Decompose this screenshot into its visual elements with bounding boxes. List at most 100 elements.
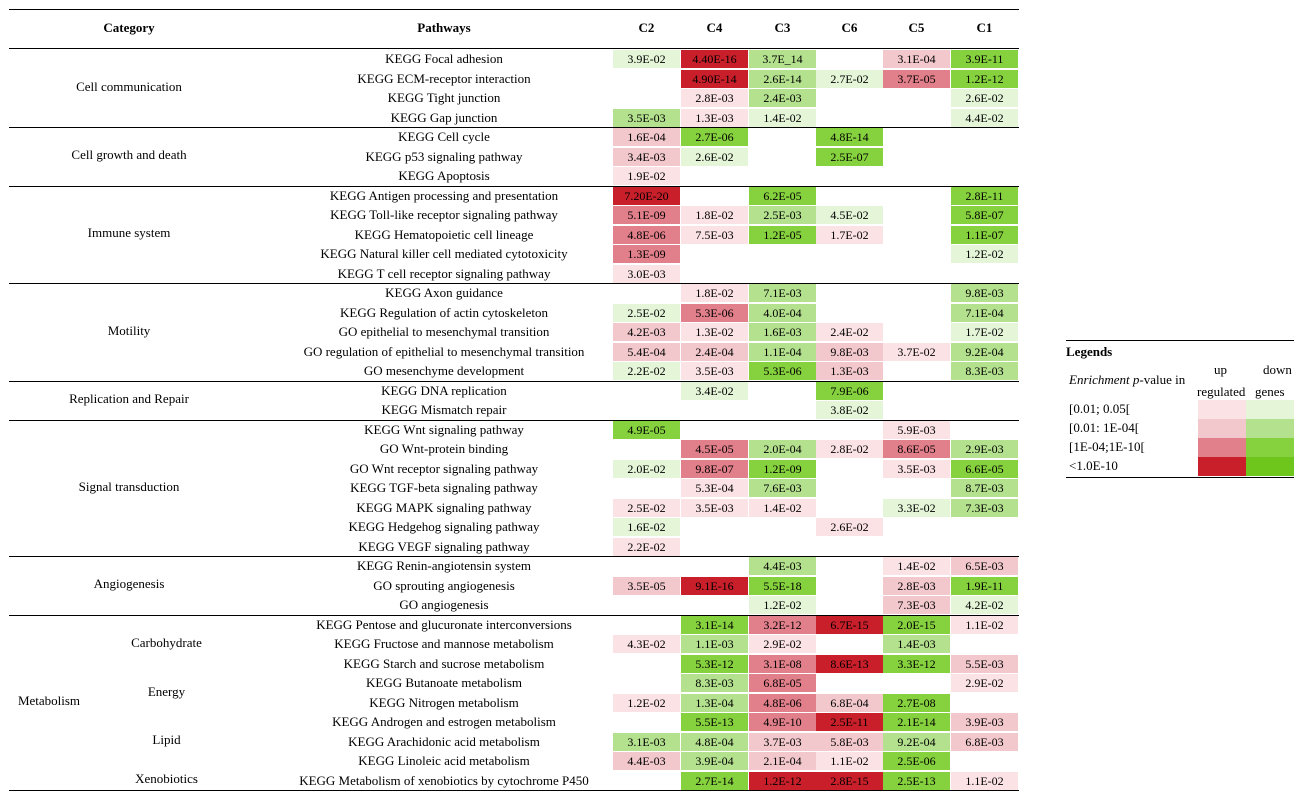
pvalue-cell: 4.5E-05	[681, 440, 748, 458]
pvalue-cell: 7.3E-03	[883, 596, 950, 614]
pvalue-cell: 1.6E-03	[749, 323, 816, 341]
pvalue-cell: 1.1E-03	[681, 635, 748, 653]
pvalue-cell: 1.4E-02	[883, 557, 950, 575]
category-label: Cell growth and death	[71, 147, 187, 163]
pvalue-cell: 1.4E-02	[749, 108, 816, 127]
pathway-label: KEGG ECM-receptor interaction	[357, 70, 531, 86]
table-row: KEGG Mismatch repair 3.8E-02	[9, 400, 1019, 420]
pvalue-cell: 6.8E-03	[951, 732, 1018, 751]
pvalue-cell: 7.9E-06	[816, 381, 883, 400]
pathway-label: KEGG Regulation of actin cytoskeleton	[340, 304, 548, 320]
pvalue-cell: 4.0E-04	[749, 303, 816, 322]
pvalue-cell: 8.6E-05	[883, 440, 950, 458]
pathway-label: KEGG VEGF signaling pathway	[358, 538, 530, 554]
pvalue-cell: 9.8E-03	[816, 342, 883, 361]
pvalue-cell: 1.4E-02	[749, 498, 816, 517]
table-row: KEGG Natural killer cell mediated cytoto…	[9, 244, 1019, 264]
legend-swatch-down	[1246, 419, 1294, 438]
table-row: KEGG Hematopoietic cell lineage 4.8E-06 7.…	[9, 225, 1019, 245]
pvalue-cell: 2.6E-02	[951, 89, 1018, 107]
pvalue-cell: 4.8E-06	[749, 693, 816, 712]
pvalue-cell: 2.6E-02	[681, 147, 748, 166]
table-top-rule	[9, 9, 1019, 10]
table-row: GO mesenchyme development 2.2E-02 3.5E-03 5…	[9, 361, 1019, 381]
legend-genes-label: genes	[1255, 384, 1285, 399]
legend-title: Legends	[1066, 344, 1113, 359]
pvalue-cell: 3.7E-05	[883, 69, 950, 88]
pvalue-cell: 1.9E-02	[613, 167, 680, 185]
pvalue-cell: 1.1E-02	[816, 752, 883, 770]
pvalue-cell: 3.1E-04	[883, 50, 950, 68]
pvalue-cell: 2.4E-03	[749, 89, 816, 107]
pvalue-cell: 6.2E-05	[749, 186, 816, 205]
table-row: KEGG Tight junction 2.8E-03 2.4E-03 2.6E-02	[9, 88, 1019, 108]
pvalue-cell: 4.9E-05	[613, 420, 680, 439]
pvalue-cell: 3.3E-02	[883, 498, 950, 517]
table-row: KEGG Renin-angiotensin system 4.4E-03 1.4E…	[9, 556, 1019, 576]
pvalue-cell: 4.4E-03	[749, 557, 816, 575]
pvalue-cell: 4.8E-14	[816, 128, 883, 146]
pvalue-cell: 1.3E-03	[816, 362, 883, 380]
table-row: KEGG Starch and sucrose metabolism 5.3E-1…	[9, 654, 1019, 674]
legend-range-label: <1.0E-10	[1069, 458, 1118, 473]
table-row: KEGG T cell receptor signaling pathway 3.…	[9, 264, 1019, 284]
pvalue-cell: 7.20E-20	[613, 186, 680, 205]
pvalue-cell: 2.6E-02	[816, 518, 883, 536]
table-row: GO regulation of epithelial to mesenchym…	[9, 342, 1019, 362]
category-rule	[9, 556, 1019, 557]
pvalue-cell: 2.5E-06	[883, 752, 950, 770]
pvalue-cell: 2.2E-02	[613, 362, 680, 380]
pathway-label: KEGG Apoptosis	[398, 168, 490, 183]
pvalue-cell: 9.2E-04	[951, 342, 1018, 361]
pvalue-cell: 3.7E-02	[883, 342, 950, 361]
pvalue-cell: 2.8E-15	[816, 771, 883, 790]
table-row: KEGG Toll-like receptor signaling pathwa…	[9, 205, 1019, 225]
pvalue-cell: 6.5E-03	[951, 557, 1018, 575]
pvalue-cell: 3.9E-04	[681, 752, 748, 770]
pvalue-cell: 2.2E-02	[613, 537, 680, 556]
pathway-label: KEGG Butanoate metabolism	[366, 675, 522, 690]
pvalue-cell: 2.5E-13	[883, 771, 950, 790]
pvalue-cell: 4.2E-02	[951, 596, 1018, 614]
pvalue-cell: 2.7E-06	[681, 128, 748, 146]
subcategory-label: Xenobiotics	[135, 771, 198, 787]
pathway-label: GO Wnt receptor signaling pathway	[349, 460, 539, 476]
pathway-label: KEGG Gap junction	[390, 109, 498, 125]
pvalue-cell: 8.3E-03	[951, 362, 1018, 380]
category-label: Cell communication	[76, 79, 182, 94]
pathway-label: KEGG Tight junction	[387, 90, 501, 105]
pvalue-cell: 3.7E-03	[749, 732, 816, 751]
pvalue-cell: 1.4E-03	[883, 635, 950, 653]
pathway-label: KEGG Antigen processing and presentation	[329, 187, 559, 203]
legend-up-label: up	[1214, 362, 1227, 377]
category-rule	[9, 380, 1019, 382]
pvalue-cell: 7.1E-04	[951, 303, 1018, 322]
category-label: Motility	[107, 322, 151, 338]
pvalue-cell: 5.9E-03	[883, 420, 950, 439]
pvalue-cell: 1.8E-02	[681, 284, 748, 302]
pvalue-cell: 1.3E-04	[681, 693, 748, 712]
pvalue-cell: 1.3E-03	[681, 108, 748, 127]
pathway-label: KEGG p53 signaling pathway	[365, 148, 523, 164]
pathway-label: KEGG Wnt signaling pathway	[364, 421, 524, 437]
category-label: Signal transduction	[78, 478, 180, 494]
table-row: KEGG DNA replication 3.4E-02 7.9E-06	[9, 381, 1019, 401]
pvalue-cell: 5.4E-04	[613, 342, 680, 361]
pvalue-cell: 2.8E-11	[951, 186, 1018, 205]
pvalue-cell: 6.6E-05	[951, 459, 1018, 478]
pvalue-cell: 5.5E-03	[951, 654, 1018, 673]
pvalue-cell: 1.6E-04	[613, 128, 680, 146]
header-c3: C3	[774, 20, 791, 35]
subcategory-label: Energy	[147, 683, 186, 699]
table-row: KEGG ECM-receptor interaction 4.90E-14 2.6…	[9, 69, 1019, 89]
pvalue-cell: 2.7E-08	[883, 693, 950, 712]
pvalue-cell: 4.9E-10	[749, 713, 816, 731]
pvalue-cell: 3.5E-03	[883, 459, 950, 478]
header-pathways: Pathways	[417, 20, 471, 35]
pvalue-cell: 9.1E-16	[681, 576, 748, 595]
pathway-label: GO epithelial to mesenchymal transition	[338, 324, 550, 339]
pvalue-cell: 6.7E-15	[816, 615, 883, 634]
table-row: KEGG Wnt signaling pathway 4.9E-05 5.9E-03	[9, 420, 1019, 440]
pathway-label: GO regulation of epithelial to mesenchym…	[303, 343, 585, 359]
pvalue-cell: 2.0E-02	[613, 459, 680, 478]
